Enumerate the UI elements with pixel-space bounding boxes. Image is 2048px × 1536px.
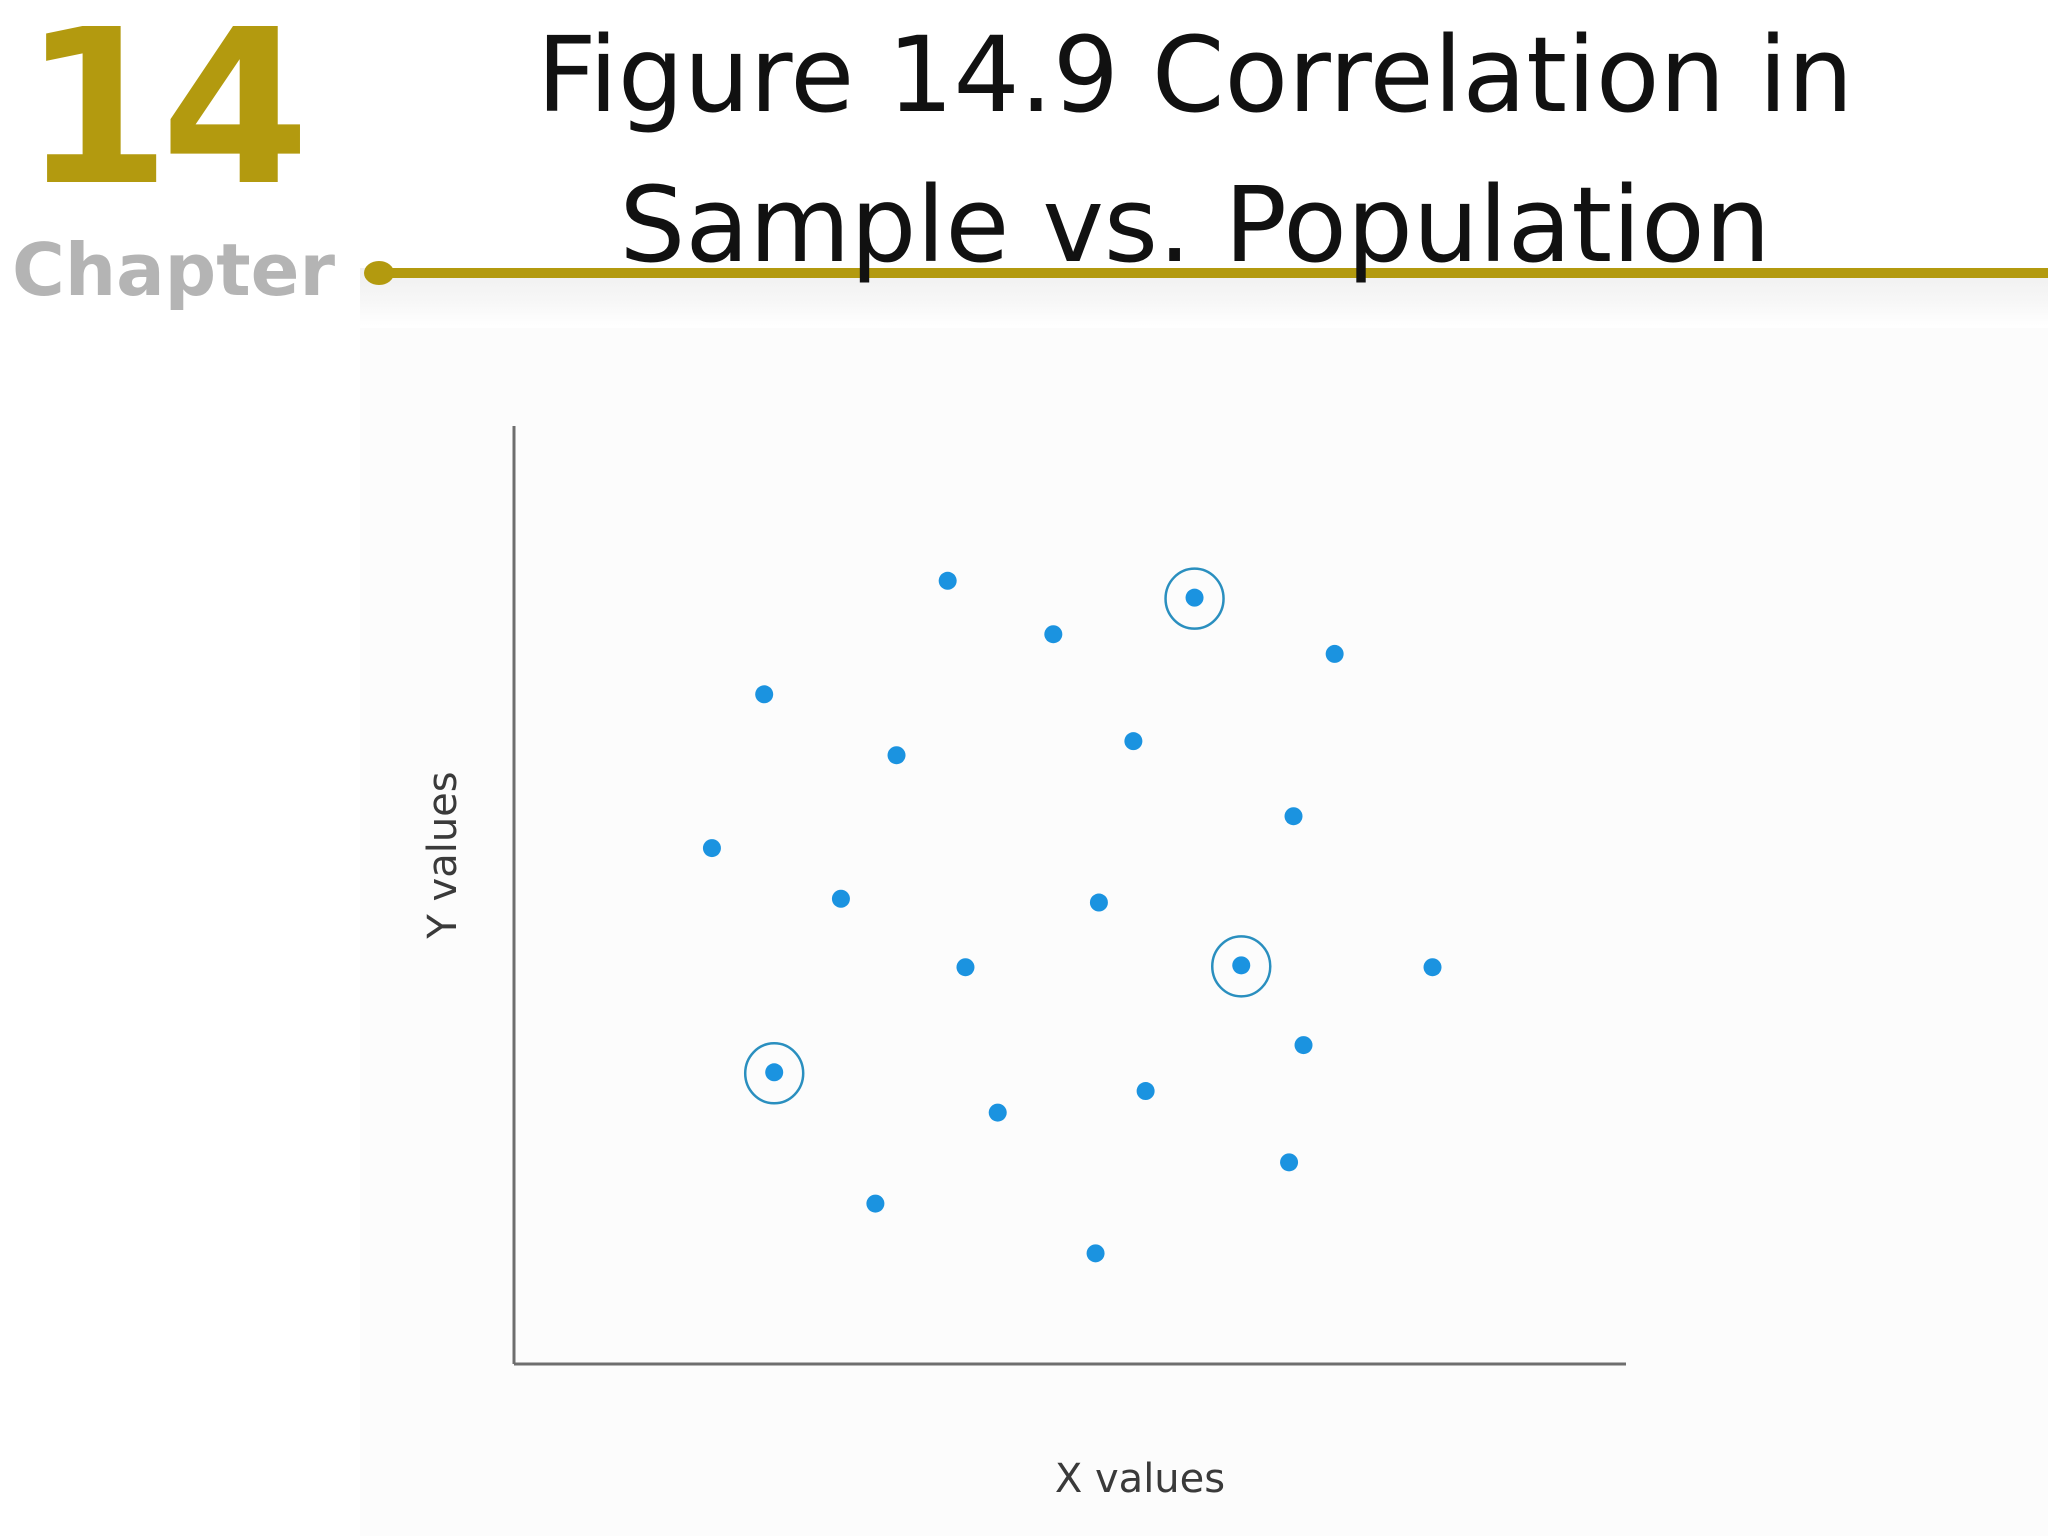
plot-area	[360, 328, 2048, 1536]
data-point-13	[1423, 958, 1442, 977]
slide-title: Figure 14.9 Correlation in Sample vs. Po…	[536, 14, 1854, 286]
data-point-11	[956, 958, 975, 977]
data-point-7	[1284, 807, 1303, 826]
data-point-19	[866, 1194, 885, 1213]
data-point-14	[1294, 1036, 1313, 1055]
data-point-18	[1280, 1153, 1299, 1172]
data-point-8	[702, 839, 721, 858]
points-layer	[702, 567, 1442, 1263]
data-point-2	[1185, 588, 1204, 607]
x-axis-label: X values	[1055, 1456, 1225, 1502]
data-point-3	[1325, 644, 1344, 663]
sample-ring-15	[743, 1042, 805, 1105]
data-point-16	[1136, 1082, 1155, 1101]
title-underline-dot	[364, 261, 394, 285]
title-underline	[378, 268, 2048, 278]
data-point-4	[755, 685, 774, 704]
data-point-17	[988, 1103, 1007, 1122]
data-point-12	[1232, 956, 1251, 975]
data-point-0	[938, 571, 957, 590]
chapter-label: Chapter	[12, 228, 335, 312]
data-point-10	[1089, 893, 1108, 912]
data-point-15	[765, 1063, 784, 1082]
data-point-6	[1124, 732, 1143, 751]
data-point-5	[887, 746, 906, 765]
y-axis-label: Y values	[420, 771, 466, 939]
chapter-number: 14	[22, 0, 310, 233]
data-point-1	[1044, 625, 1063, 644]
sample-ring-2	[1164, 567, 1225, 630]
data-point-9	[831, 889, 850, 908]
data-point-20	[1086, 1244, 1105, 1263]
sample-ring-12	[1210, 935, 1272, 998]
